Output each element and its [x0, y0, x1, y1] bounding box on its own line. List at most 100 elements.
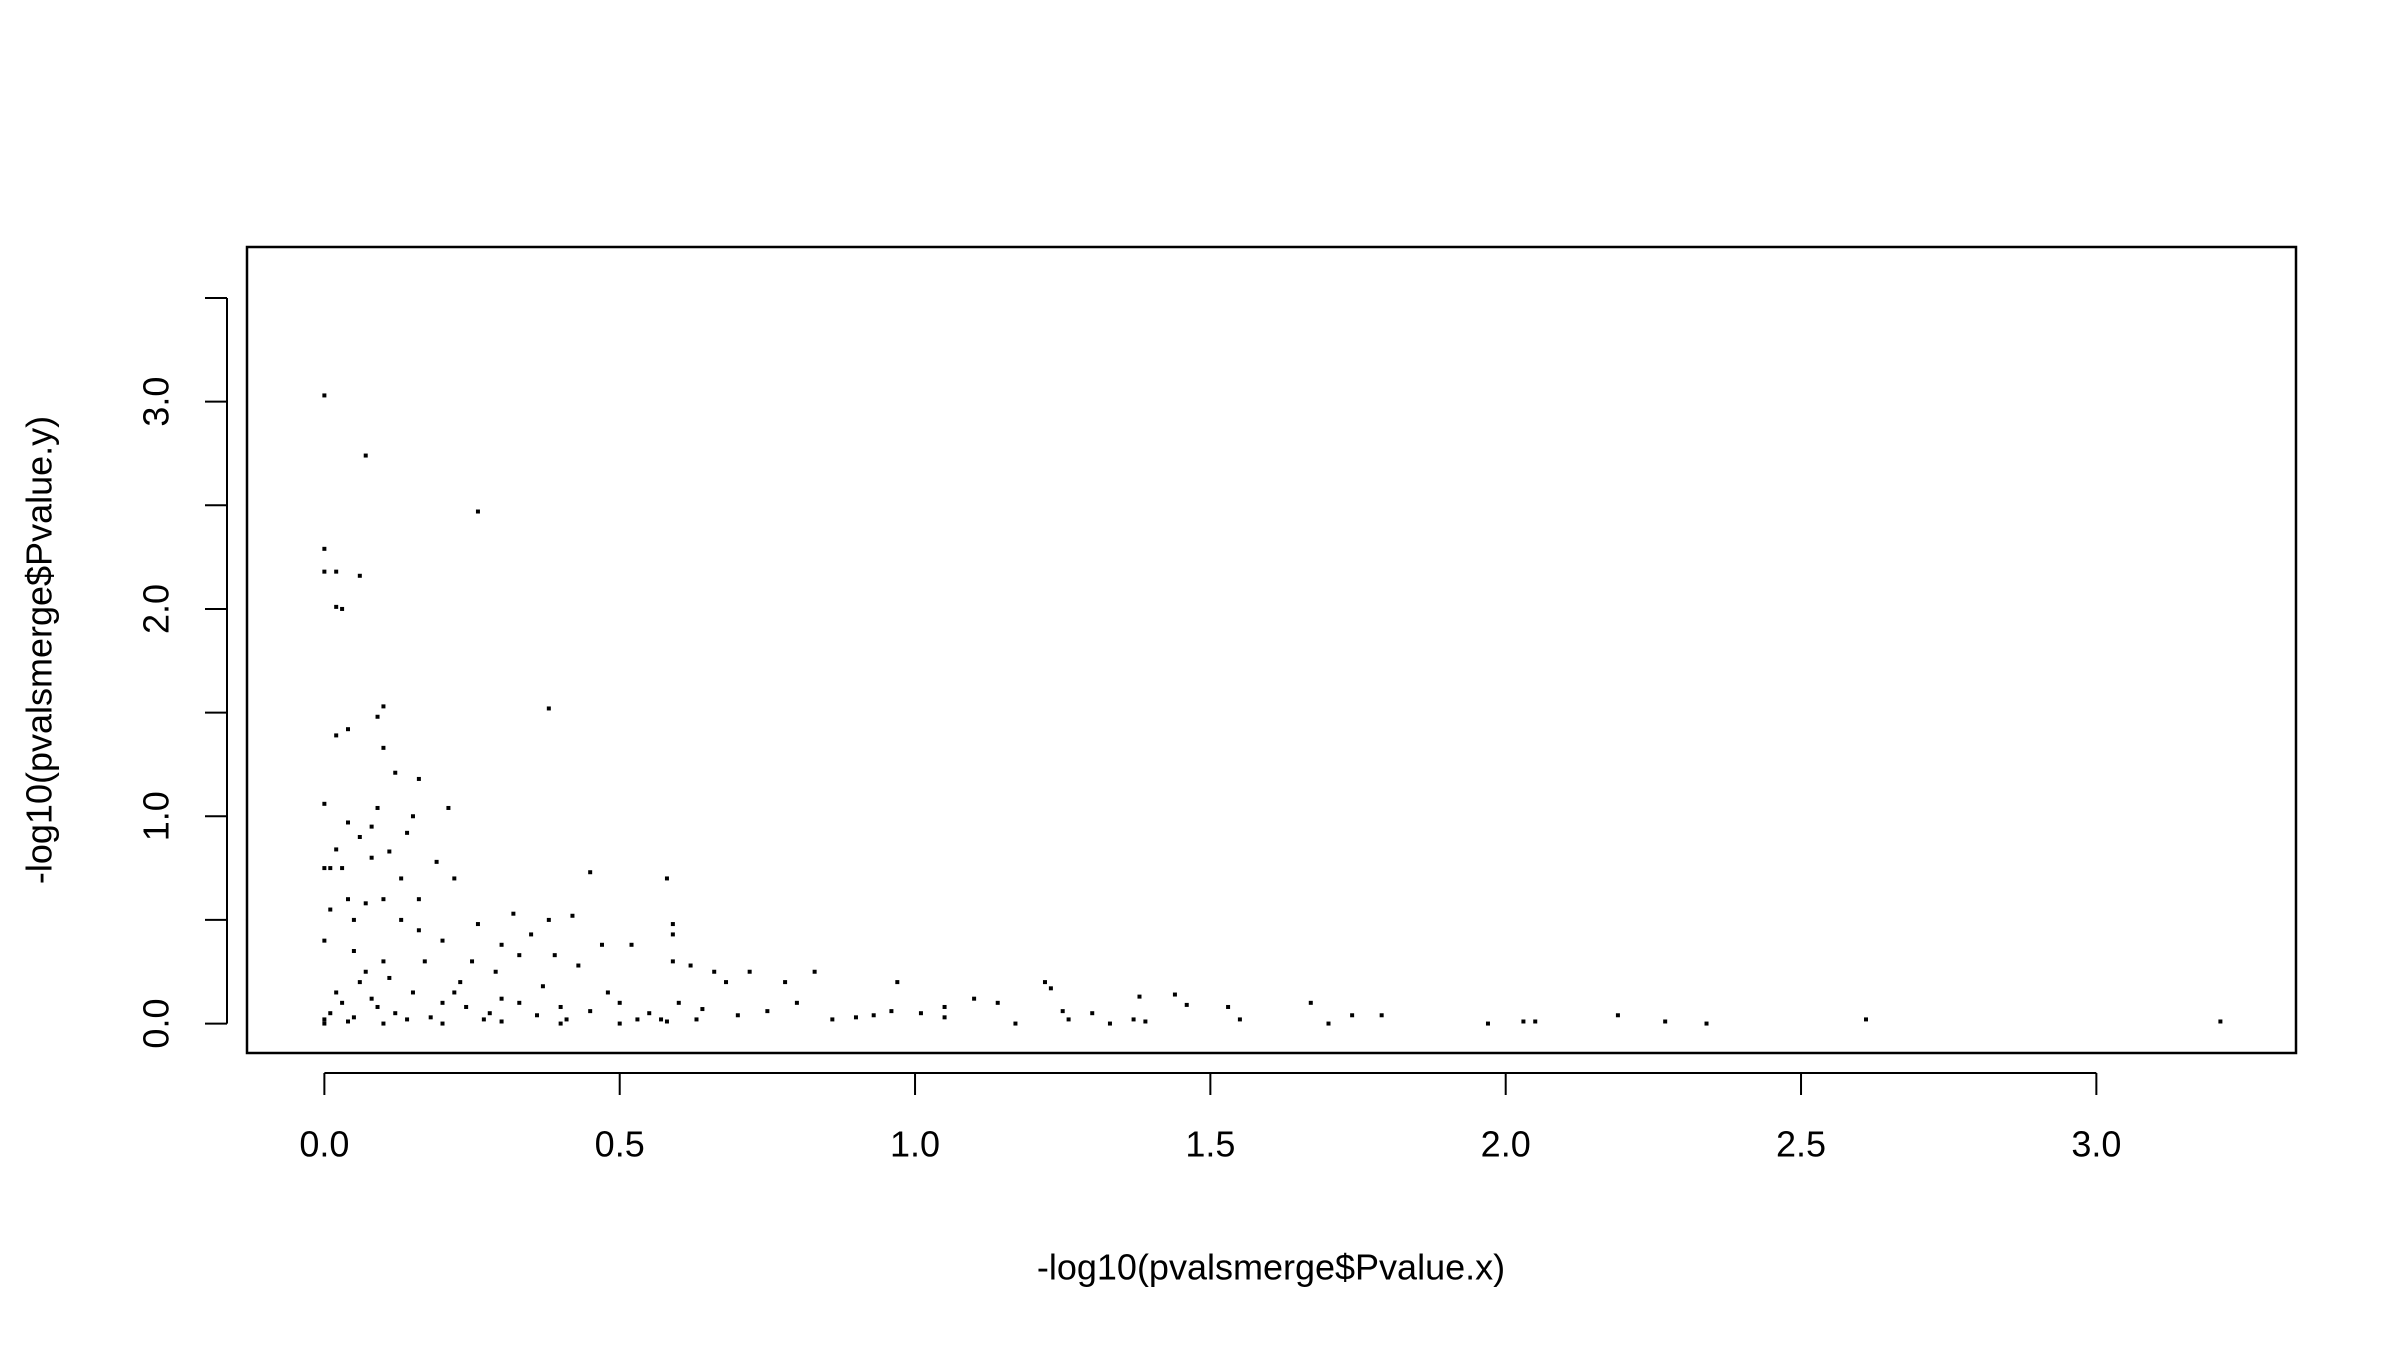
point [735, 1013, 740, 1018]
point [346, 727, 351, 732]
point [599, 942, 604, 947]
point [346, 1019, 351, 1024]
y-tick-label: 3.0 [136, 377, 177, 427]
point [1090, 1011, 1095, 1016]
point [1704, 1021, 1709, 1026]
point [499, 1019, 504, 1024]
point [334, 733, 339, 738]
point [1107, 1021, 1112, 1026]
point [1066, 1017, 1071, 1022]
point [1308, 1000, 1313, 1005]
point [458, 980, 463, 985]
point [588, 870, 593, 875]
point [664, 1019, 669, 1024]
point [588, 1009, 593, 1014]
point [340, 1000, 345, 1005]
point [375, 714, 380, 719]
point [670, 932, 675, 937]
point [517, 1000, 522, 1005]
point [452, 876, 457, 881]
point [410, 990, 415, 995]
point [688, 963, 693, 968]
point [363, 969, 368, 974]
point [416, 928, 421, 933]
point [1326, 1021, 1331, 1026]
point [605, 990, 610, 995]
point [322, 569, 327, 574]
y-tick-label: 1.0 [136, 791, 177, 841]
point [546, 917, 551, 922]
point [2218, 1019, 2223, 1024]
point [351, 949, 356, 954]
point [1485, 1021, 1490, 1026]
point [399, 876, 404, 881]
point [546, 706, 551, 711]
point [511, 911, 516, 916]
point [1184, 1002, 1189, 1007]
y-tick-label: 2.0 [136, 584, 177, 634]
x-tick-label: 0.5 [595, 1124, 645, 1165]
point [334, 604, 339, 609]
point [440, 1021, 445, 1026]
point [393, 1011, 398, 1016]
point [351, 917, 356, 922]
point [381, 1021, 386, 1026]
point [416, 897, 421, 902]
plot-box [245, 245, 2298, 1055]
point [918, 1011, 923, 1016]
point [381, 704, 386, 709]
point [972, 996, 977, 1001]
point [1237, 1017, 1242, 1022]
point [428, 1015, 433, 1020]
point [410, 814, 415, 819]
point [322, 546, 327, 551]
point [1131, 1017, 1136, 1022]
point [747, 969, 752, 974]
point [357, 980, 362, 985]
point [552, 953, 557, 958]
point [942, 1004, 947, 1009]
point [440, 1000, 445, 1005]
point [647, 1011, 652, 1016]
point [1172, 992, 1177, 997]
point [369, 824, 374, 829]
point [416, 776, 421, 781]
point [1143, 1019, 1148, 1024]
point [446, 805, 451, 810]
point [540, 984, 545, 989]
point [694, 1017, 699, 1022]
point [452, 990, 457, 995]
point [853, 1015, 858, 1020]
point [1060, 1009, 1065, 1014]
point [499, 996, 504, 1001]
point [346, 820, 351, 825]
point [794, 1000, 799, 1005]
x-tick-label: 1.5 [1185, 1124, 1235, 1165]
point [564, 1017, 569, 1022]
point [375, 805, 380, 810]
point [493, 969, 498, 974]
point [1863, 1017, 1868, 1022]
point [617, 1000, 622, 1005]
point [558, 1004, 563, 1009]
point [393, 770, 398, 775]
point [995, 1000, 1000, 1005]
point [340, 866, 345, 871]
point [470, 959, 475, 964]
x-tick-label: 2.0 [1481, 1124, 1531, 1165]
point [381, 959, 386, 964]
point [1042, 980, 1047, 985]
point [387, 975, 392, 980]
point [369, 996, 374, 1001]
point [475, 922, 480, 927]
point [1533, 1019, 1538, 1024]
point [871, 1013, 876, 1018]
point [464, 1004, 469, 1009]
point [434, 859, 439, 864]
point [322, 866, 327, 871]
point [481, 1017, 486, 1022]
point [387, 849, 392, 854]
point [1137, 994, 1142, 999]
